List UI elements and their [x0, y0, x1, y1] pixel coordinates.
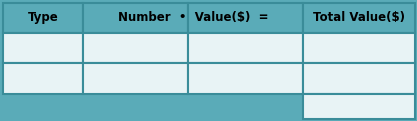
Text: Total Value($): Total Value($) [313, 11, 405, 24]
Bar [188, 33, 303, 63]
Bar [3, 33, 83, 63]
Bar [83, 3, 188, 33]
Text: Type: Type [28, 11, 58, 24]
Bar [188, 3, 303, 33]
Bar [3, 63, 83, 94]
Text: Number  •  Value($)  =: Number • Value($) = [118, 11, 268, 24]
Bar [303, 3, 415, 33]
Bar [83, 63, 188, 94]
Bar [3, 3, 83, 33]
Bar [188, 63, 303, 94]
Bar [83, 33, 188, 63]
Bar [303, 63, 415, 94]
Bar [303, 33, 415, 63]
Bar [303, 94, 415, 119]
